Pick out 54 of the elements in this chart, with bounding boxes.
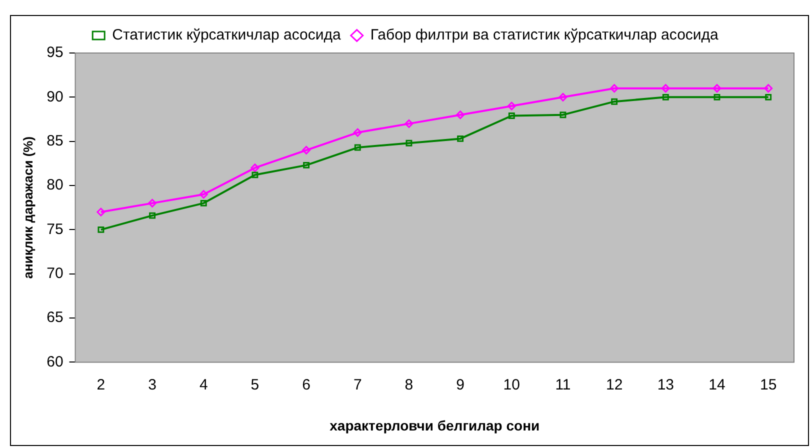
y-tick-label: 95 — [46, 44, 64, 62]
x-tick-label: 2 — [96, 376, 106, 394]
point — [508, 112, 515, 119]
point — [457, 135, 464, 142]
x-tick-label: 15 — [760, 376, 777, 394]
point — [714, 94, 720, 100]
x-tick-label: 8 — [404, 376, 414, 394]
point — [303, 162, 310, 168]
x-tick-label: 13 — [657, 376, 674, 394]
x-tick-label: 5 — [250, 376, 260, 394]
point — [353, 128, 362, 137]
legend-label: Статистик кўрсаткичлар асосида — [112, 26, 342, 44]
x-tick-label: 7 — [353, 376, 362, 394]
point — [662, 94, 669, 100]
x-tick-label: 11 — [555, 376, 571, 394]
point — [611, 98, 618, 105]
y-tick-label: 60 — [46, 353, 64, 370]
x-tick-label: 12 — [606, 376, 623, 394]
y-tick-label: 65 — [46, 309, 64, 326]
point — [404, 119, 414, 128]
point — [764, 84, 773, 93]
point — [98, 226, 104, 233]
point — [560, 112, 566, 118]
point — [200, 200, 207, 206]
point — [148, 198, 157, 208]
point — [302, 146, 311, 154]
x-tick-label: 14 — [708, 376, 726, 394]
y-tick-label: 85 — [46, 132, 64, 150]
point — [96, 208, 106, 216]
point — [507, 102, 516, 110]
point — [354, 144, 361, 151]
x-tick-label: 9 — [456, 376, 464, 394]
y-tick-label: 90 — [46, 88, 64, 106]
y-tick-label: 80 — [46, 176, 64, 194]
point — [252, 172, 258, 178]
point — [149, 212, 156, 219]
x-tick-label: 4 — [199, 376, 208, 394]
x-tick-label: 3 — [148, 376, 156, 394]
legend-label: Габор филтри ва статистик кўрсаткичлар асосида — [370, 26, 720, 44]
point — [712, 84, 722, 93]
y-tick-label: 75 — [46, 220, 64, 238]
point — [199, 190, 208, 199]
point — [661, 84, 670, 93]
y-axis-title: аниқлик даражаси (%) — [20, 136, 36, 279]
point — [765, 94, 772, 100]
point — [558, 92, 568, 102]
x-axis-title: характерловчи белгилар сони — [330, 417, 540, 434]
point — [250, 164, 260, 172]
point — [456, 110, 465, 120]
x-tick-label: 6 — [302, 376, 310, 394]
point — [610, 84, 619, 93]
point — [406, 140, 412, 146]
y-tick-label: 70 — [46, 265, 64, 282]
x-tick-label: 10 — [503, 376, 520, 394]
